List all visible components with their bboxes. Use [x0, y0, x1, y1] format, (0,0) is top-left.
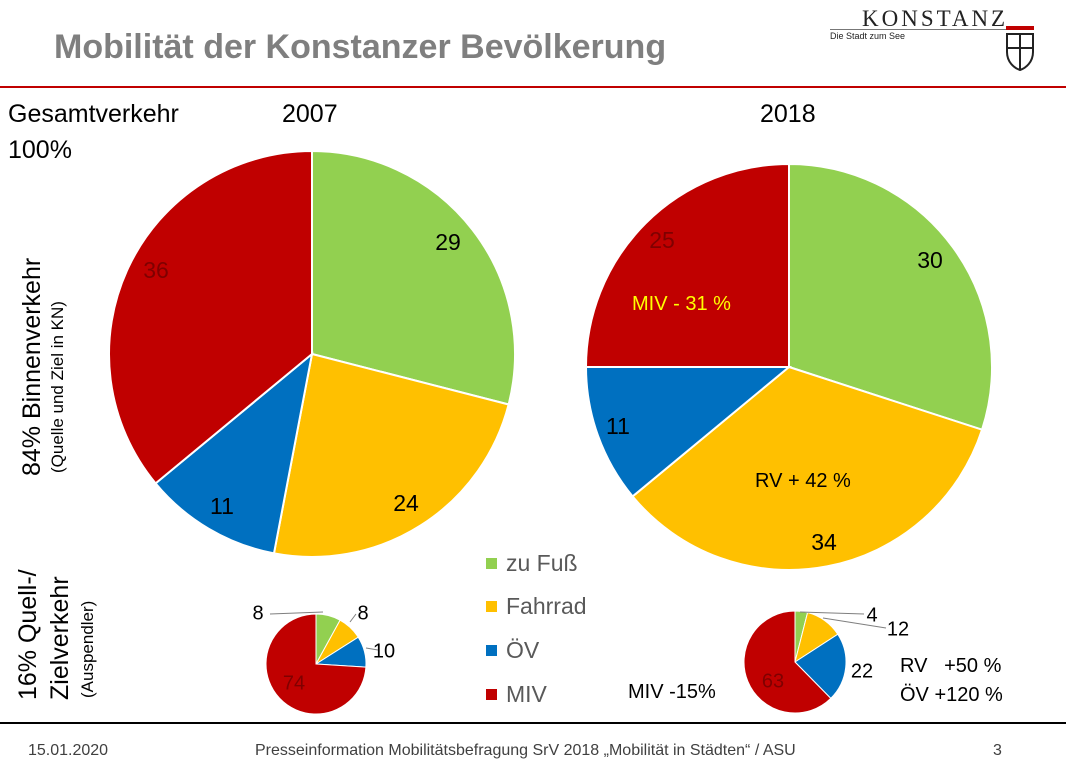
legend-item-fahrrad: Fahrrad: [486, 591, 587, 621]
legend-item-fuss: zu Fuß: [486, 548, 578, 578]
page-title: Mobilität der Konstanzer Bevölkerung: [54, 28, 667, 66]
pie-slice-zu-fuss: [311, 149, 516, 406]
pie-slice-oev: [584, 366, 792, 498]
leader-line-fahrrad: [822, 617, 887, 629]
pie-slice-oev: [794, 633, 847, 700]
pie-slice-miv: [584, 162, 790, 368]
annotation-rv-quell: RV +50 %: [900, 655, 1002, 677]
pie-slice-miv: [108, 149, 313, 485]
pie-slice-fahrrad: [272, 352, 510, 558]
data-label-fahrrad: 24: [393, 490, 419, 516]
data-label-miv: 74: [283, 672, 305, 694]
legend-label-oev: ÖV: [506, 636, 540, 663]
footer-text: Presseinformation Mobilitätsbefragung Sr…: [255, 742, 796, 759]
year-2018: 2018: [760, 100, 816, 128]
pie-slice-fahrrad: [631, 365, 984, 571]
data-label-oev: 10: [373, 640, 395, 662]
leader-line-fahrrad: [349, 613, 357, 623]
pie-slice-zu-fuss: [788, 162, 993, 431]
legend-swatch-fahrrad: [486, 600, 497, 612]
legend-label-miv: MIV: [506, 680, 547, 707]
header-divider: [0, 86, 1066, 88]
data-label-miv: 63: [762, 670, 784, 692]
pie-slice-miv: [743, 610, 832, 714]
legend-swatch-miv: [486, 688, 497, 700]
annotation-miv-2018: MIV - 31 %: [632, 293, 731, 315]
legend-label-fuss: zu Fuß: [506, 549, 578, 576]
footer-page-number: 3: [993, 742, 1002, 759]
gesamt-percent: 100%: [8, 136, 72, 164]
logo-name: KONSTANZ: [862, 6, 1009, 31]
data-label-miv: 25: [649, 227, 675, 253]
data-label-zu-fuss: 30: [917, 247, 943, 273]
data-label-zu-fuss: 4: [866, 604, 877, 626]
pie-slice-miv: [265, 613, 367, 715]
logo-tagline: Die Stadt zum See: [830, 31, 906, 41]
legend-item-miv: MIV: [486, 679, 547, 709]
legend-swatch-oev: [486, 644, 497, 656]
annotation-oev-quell: ÖV +120 %: [900, 684, 1003, 706]
annotation-miv-quell: MIV -15%: [628, 681, 716, 703]
leader-line-zu-fuss: [269, 611, 324, 615]
footer-date: 15.01.2020: [28, 742, 109, 759]
gesamt-label: Gesamtverkehr: [8, 100, 179, 128]
data-label-fahrrad: 8: [357, 602, 368, 624]
logo-divider: [830, 29, 1008, 30]
data-label-fahrrad: 12: [887, 618, 909, 640]
annotation-rv-2018: RV + 42 %: [755, 470, 851, 492]
legend-label-fahrrad: Fahrrad: [506, 592, 587, 619]
legend-swatch-fuss: [486, 557, 497, 569]
data-label-zu-fuss: 8: [252, 602, 263, 624]
data-label-oev: 22: [851, 660, 873, 682]
year-2007: 2007: [282, 100, 338, 128]
footer-divider: [0, 722, 1066, 724]
data-label-oev: 11: [606, 413, 630, 439]
data-label-fahrrad: 34: [811, 529, 837, 555]
leader-line-oev: [365, 647, 379, 651]
data-label-miv: 36: [143, 257, 169, 283]
legend-item-oev: ÖV: [486, 635, 539, 665]
leader-line-zu-fuss: [799, 611, 865, 615]
data-label-oev: 11: [210, 493, 234, 519]
pie-slice-oev: [154, 351, 314, 555]
data-label-zu-fuss: 29: [435, 229, 461, 255]
crest-icon: [1006, 26, 1034, 72]
